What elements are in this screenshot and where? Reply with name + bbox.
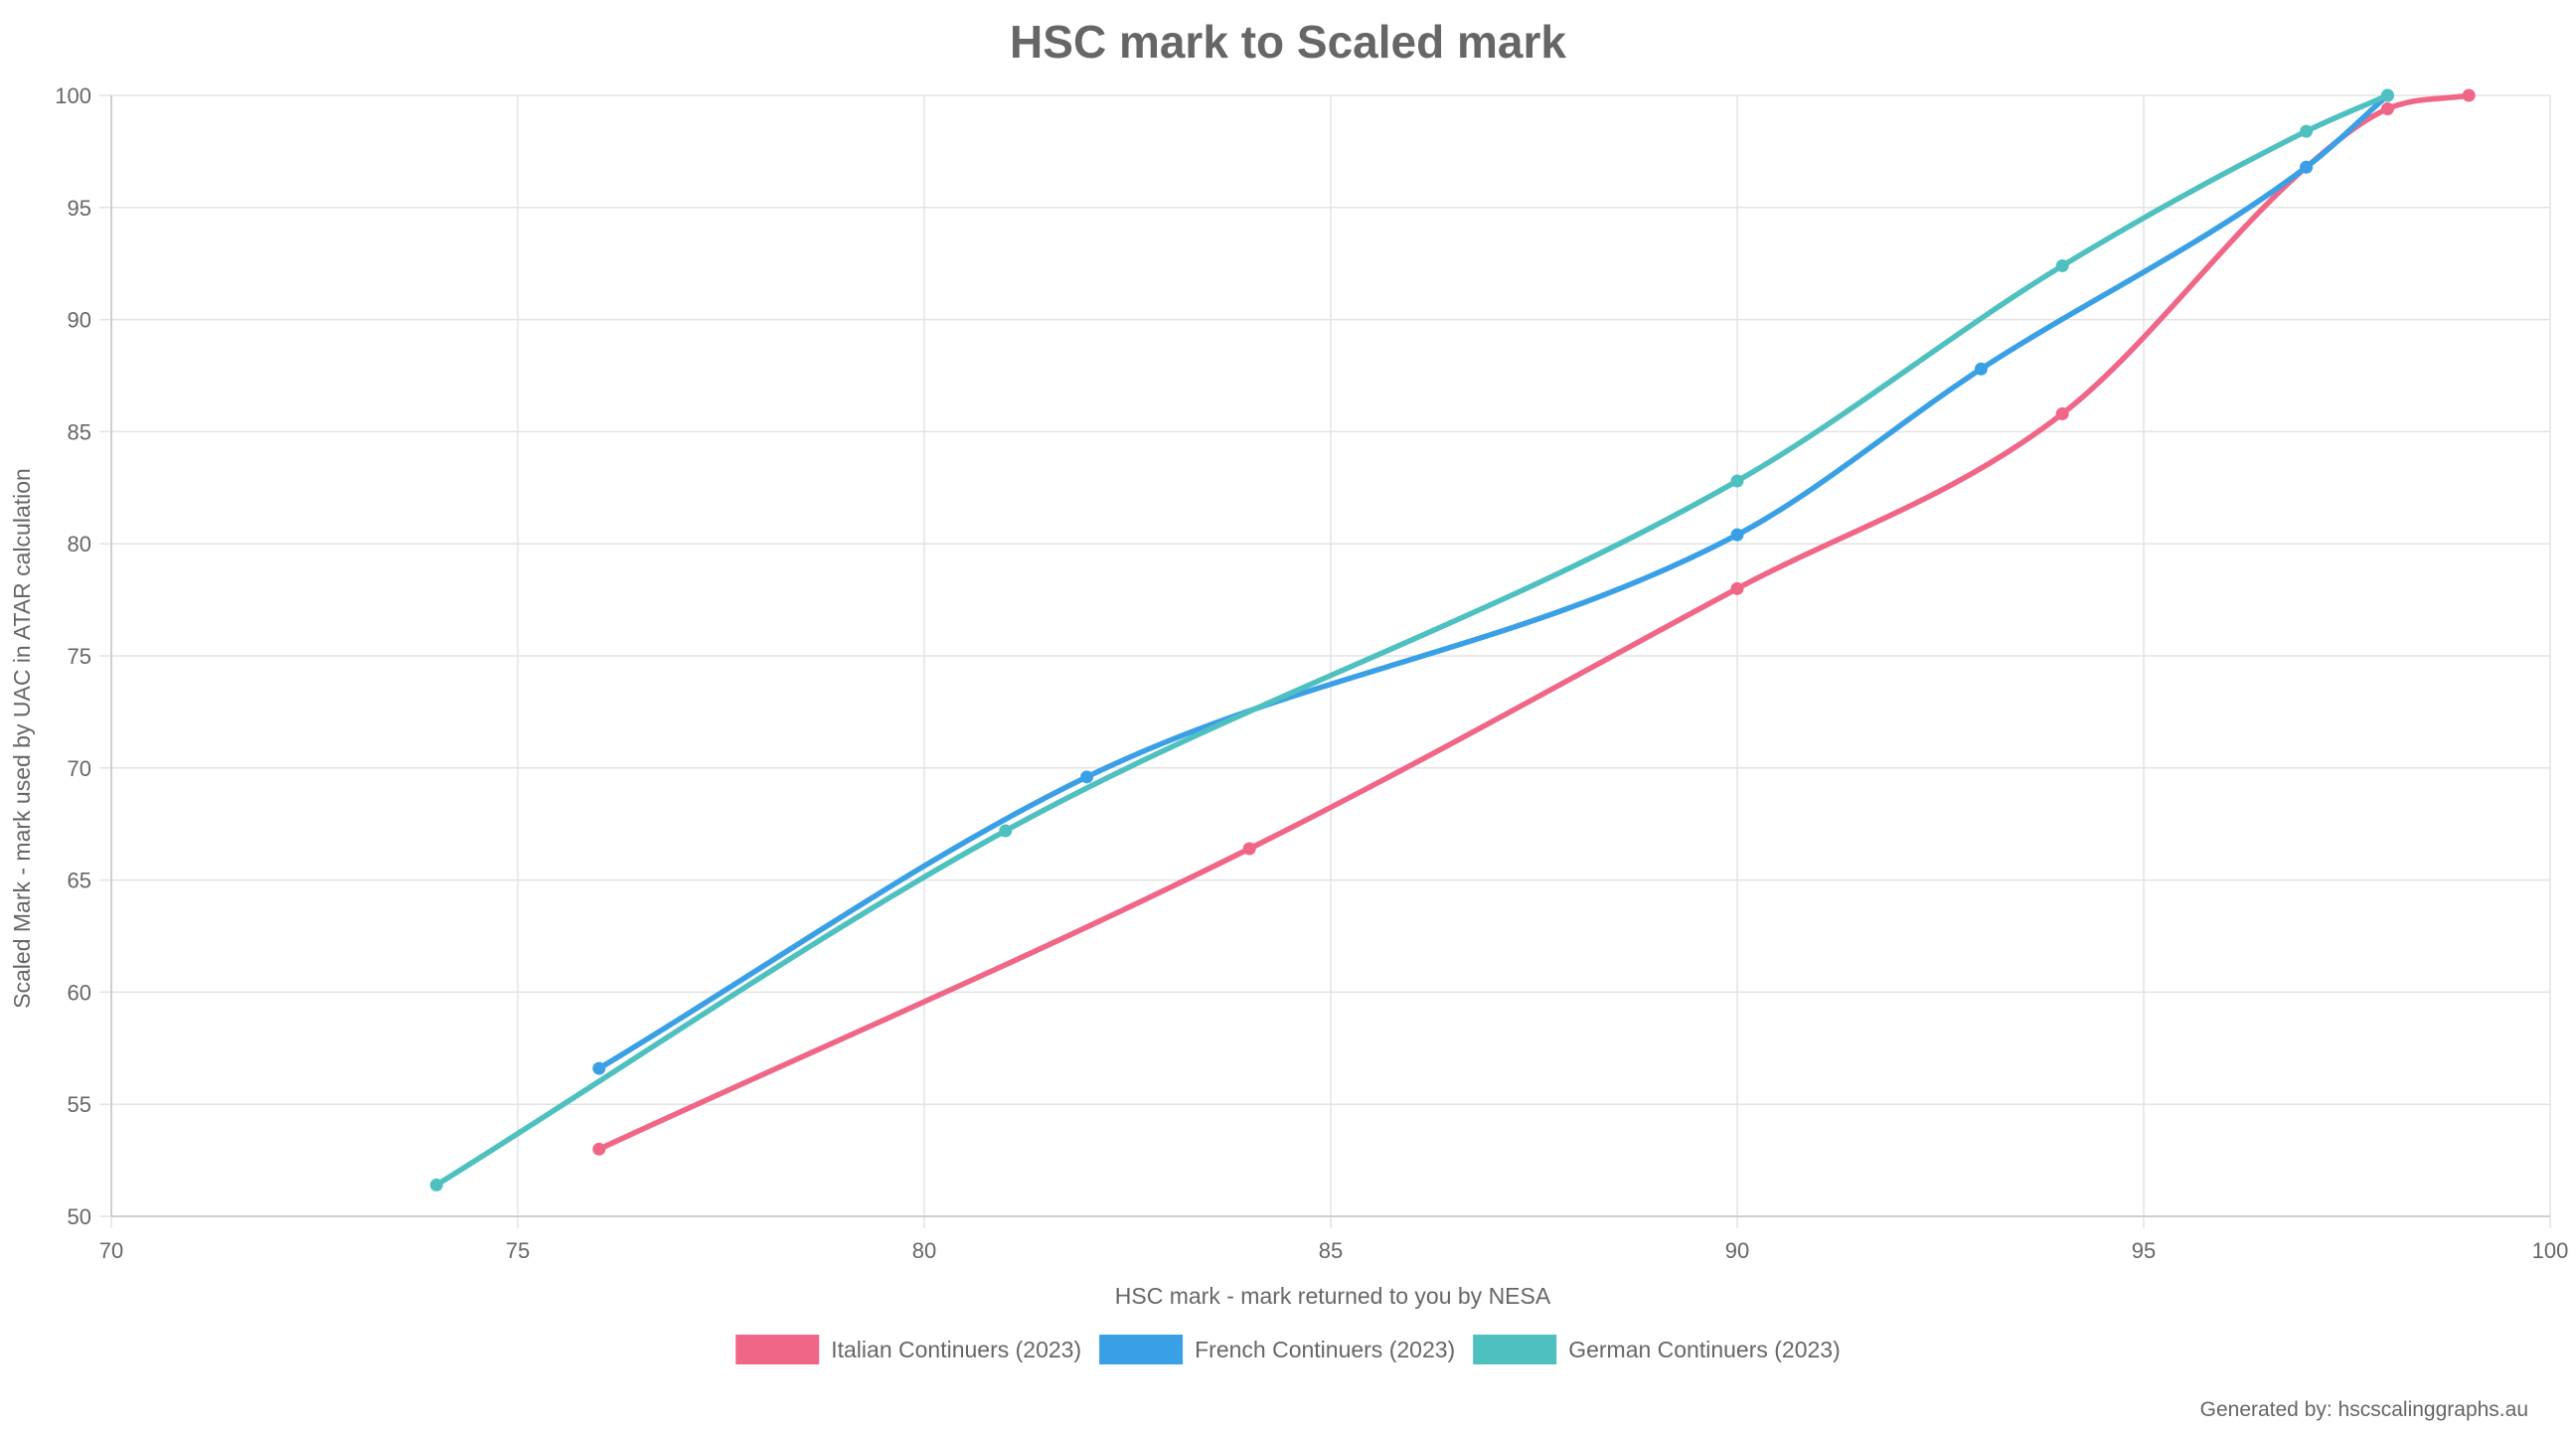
- legend-swatch: [1473, 1335, 1557, 1364]
- series: [429, 88, 2476, 1192]
- x-tick-label: 85: [1319, 1238, 1343, 1263]
- y-tick-label: 100: [55, 83, 91, 108]
- data-point[interactable]: [2055, 258, 2069, 272]
- x-tick-label: 95: [2132, 1238, 2156, 1263]
- y-tick-label: 65: [68, 869, 91, 893]
- x-tick-label: 100: [2532, 1238, 2569, 1263]
- data-point[interactable]: [2462, 88, 2476, 102]
- x-tick-label: 80: [912, 1238, 936, 1263]
- x-axis-label: HSC mark - mark returned to you by NESA: [1115, 1283, 1551, 1309]
- chart-title: HSC mark to Scaled mark: [1010, 16, 1566, 68]
- y-axis-ticks: 50 55 60 65 70 75 80 85 90 95 100: [55, 83, 91, 1229]
- legend-item[interactable]: French Continuers (2023): [1099, 1335, 1455, 1364]
- legend-item[interactable]: Italian Continuers (2023): [735, 1335, 1081, 1364]
- legend-label: French Continuers (2023): [1195, 1337, 1455, 1362]
- data-point[interactable]: [2055, 406, 2069, 420]
- grid: [99, 94, 2551, 1228]
- y-tick-label: 60: [68, 980, 91, 1005]
- y-tick-label: 50: [68, 1204, 91, 1229]
- data-point[interactable]: [1730, 581, 1744, 595]
- data-point[interactable]: [2300, 124, 2314, 138]
- legend-swatch: [735, 1335, 820, 1364]
- data-point[interactable]: [1242, 842, 1256, 856]
- data-point[interactable]: [429, 1178, 443, 1192]
- data-point[interactable]: [592, 1142, 606, 1156]
- data-point[interactable]: [2300, 160, 2314, 174]
- axes: [110, 95, 2550, 1217]
- y-tick-label: 80: [68, 532, 91, 556]
- legend: Italian Continuers (2023) French Continue…: [735, 1335, 1841, 1364]
- series-1: [592, 88, 2394, 1075]
- y-tick-label: 95: [68, 196, 91, 221]
- x-axis-ticks: 70 75 80 85 90 95 100: [99, 1238, 2569, 1263]
- y-tick-label: 90: [68, 308, 91, 333]
- data-point[interactable]: [1080, 770, 1094, 784]
- legend-swatch: [1099, 1335, 1184, 1364]
- data-point[interactable]: [1974, 362, 1988, 376]
- data-point[interactable]: [592, 1061, 606, 1075]
- data-point[interactable]: [1730, 474, 1744, 488]
- data-point[interactable]: [999, 824, 1013, 838]
- legend-label: German Continuers (2023): [1568, 1337, 1841, 1362]
- legend-label: Italian Continuers (2023): [831, 1337, 1081, 1362]
- x-tick-label: 75: [506, 1238, 530, 1263]
- y-tick-label: 75: [68, 644, 91, 669]
- data-point[interactable]: [1730, 528, 1744, 542]
- y-axis-label: Scaled Mark - mark used by UAC in ATAR c…: [9, 468, 35, 1009]
- series-2: [429, 88, 2394, 1192]
- y-tick-label: 70: [68, 756, 91, 781]
- data-point[interactable]: [2380, 88, 2394, 102]
- data-point[interactable]: [2380, 102, 2394, 116]
- y-tick-label: 55: [68, 1092, 91, 1117]
- x-tick-label: 70: [99, 1238, 123, 1263]
- y-tick-label: 85: [68, 419, 91, 444]
- legend-item[interactable]: German Continuers (2023): [1473, 1335, 1841, 1364]
- x-tick-label: 90: [1725, 1238, 1749, 1263]
- footer-credit: Generated by: hscscalinggraphs.au: [2200, 1398, 2528, 1421]
- series-line: [596, 92, 2391, 1071]
- series-line: [433, 92, 2391, 1189]
